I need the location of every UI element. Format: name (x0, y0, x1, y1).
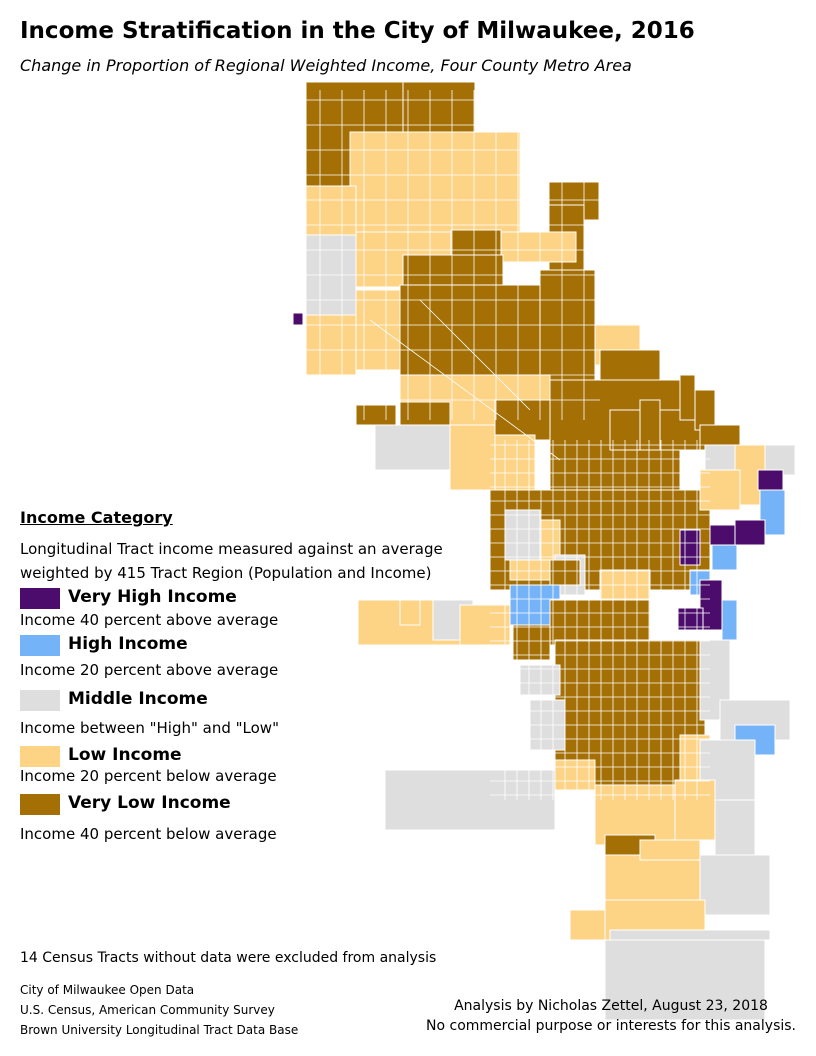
legend-label-very-high: Very High Income (68, 587, 237, 607)
tract-low (399, 599, 421, 626)
tract-low (500, 231, 577, 263)
swatch-high (20, 635, 60, 656)
tract-high (711, 544, 738, 571)
tract-high (721, 599, 738, 641)
tract-very-low (639, 399, 661, 451)
tract-middle (699, 854, 771, 916)
legend-desc-very-low: Income 40 percent below average (20, 825, 277, 843)
tract-low (539, 519, 561, 561)
legend-label-middle: Middle Income (68, 689, 208, 709)
tract-low (509, 559, 551, 581)
legend-description: Longitudinal Tract income measured again… (20, 540, 443, 582)
tract-low (355, 289, 407, 371)
tract-middle (374, 424, 456, 471)
legend-desc-high: Income 20 percent above average (20, 661, 279, 679)
legend-desc-middle: Income between "High" and "Low" (20, 719, 279, 737)
tract-very-low (355, 404, 397, 426)
tract-low (349, 131, 521, 233)
tract-very-low (694, 389, 716, 431)
tract-low (604, 854, 701, 901)
tract-boundary-line (419, 299, 531, 411)
tract-very-high (709, 524, 736, 546)
tract-boundaries (306, 90, 710, 800)
tract-very-low (539, 269, 596, 391)
tract-very-low (402, 81, 476, 133)
tract-middle (609, 929, 771, 941)
tract-very-low (399, 284, 551, 381)
tract-low (305, 185, 357, 237)
tract-very-low (494, 399, 556, 441)
swatch-very-high (20, 588, 60, 609)
legend-label-low: Low Income (68, 745, 182, 765)
exclusion-note: 14 Census Tracts without data were exclu… (20, 950, 437, 966)
data-sources: City of Milwaukee Open Data U.S. Census,… (20, 980, 298, 1040)
tract-low (674, 779, 716, 841)
tract-low (305, 314, 357, 376)
map-subtitle: Change in Proportion of Regional Weighte… (20, 56, 632, 75)
tract-low (459, 604, 511, 646)
map-title: Income Stratification in the City of Mil… (20, 18, 695, 44)
swatch-very-low (20, 794, 60, 815)
legend-label-high: High Income (68, 634, 188, 654)
tract-middle (519, 664, 561, 696)
tract-middle (504, 509, 541, 561)
tract-middle (384, 769, 556, 831)
tract-very-low (399, 401, 451, 428)
tract-low (639, 839, 701, 861)
tract-very-high (734, 519, 766, 546)
tract-low (554, 759, 596, 791)
analysis-credit: Analysis by Nicholas Zettel, August 23, … (426, 998, 796, 1034)
tract-middle (604, 939, 766, 1021)
legend-heading: Income Category (20, 508, 173, 527)
tract-middle (714, 799, 756, 861)
tract-boundary-line (369, 319, 561, 461)
tract-low (569, 909, 606, 941)
legend-desc-low: Income 20 percent below average (20, 767, 277, 785)
tract-very-high (292, 312, 304, 326)
legend-label-very-low: Very Low Income (68, 793, 231, 813)
source-line: City of Milwaukee Open Data (20, 983, 195, 997)
tract-very-high (757, 469, 784, 491)
swatch-low (20, 746, 60, 767)
tract-low (699, 469, 741, 511)
tract-middle (704, 444, 736, 471)
swatch-middle (20, 690, 60, 711)
source-line: Brown University Longitudinal Tract Data… (20, 1023, 299, 1037)
source-line: U.S. Census, American Community Survey (20, 1003, 275, 1017)
tract-low (449, 424, 496, 491)
tract-very-low (512, 624, 551, 661)
legend-desc-very-high: Income 40 percent above average (20, 611, 279, 629)
tract-very-low (679, 374, 696, 421)
